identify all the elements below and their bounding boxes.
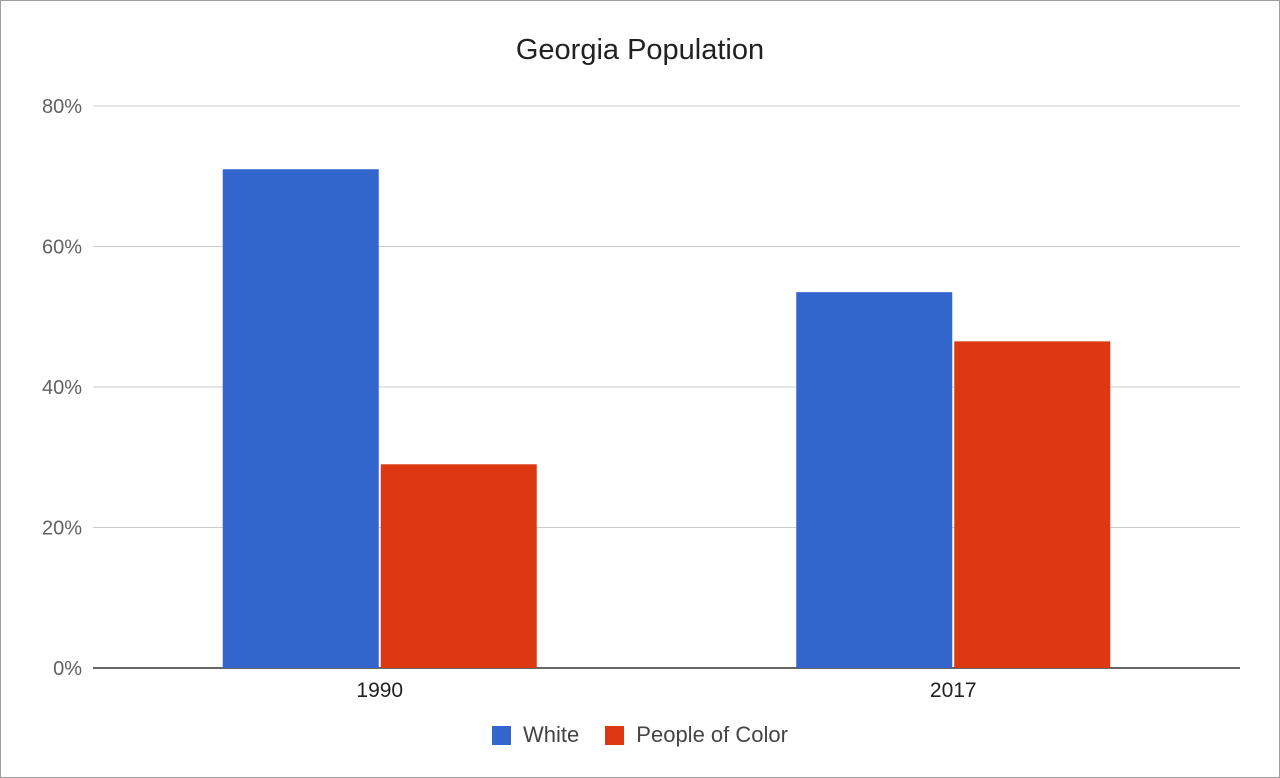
y-tick-label: 40% [42, 377, 82, 399]
legend-swatch [605, 725, 625, 745]
legend-item: People of Color [605, 722, 788, 748]
x-tick-label: 1990 [356, 679, 403, 702]
y-tick-label: 80% [42, 96, 82, 118]
y-tick-label: 20% [42, 518, 82, 540]
x-tick-label: 2017 [930, 679, 977, 702]
y-axis-ticks: 0% 20% 40% 60% 80% [42, 96, 82, 680]
bars [222, 169, 1111, 668]
y-tick-label: 60% [42, 237, 82, 259]
legend-label: White [523, 722, 580, 747]
x-axis-ticks: 1990 2017 [356, 679, 976, 702]
bar-people-of-color-1990 [380, 464, 537, 668]
bar-people-of-color-2017 [954, 341, 1111, 668]
bar-white-2017 [796, 292, 953, 668]
y-tick-label: 0% [53, 658, 82, 680]
legend-swatch [492, 725, 512, 745]
legend-item: White [492, 722, 579, 748]
legend: White People of Color [0, 722, 1280, 748]
legend-label: People of Color [636, 722, 788, 747]
bar-white-1990 [222, 169, 379, 668]
chart-title: Georgia Population [515, 34, 765, 66]
